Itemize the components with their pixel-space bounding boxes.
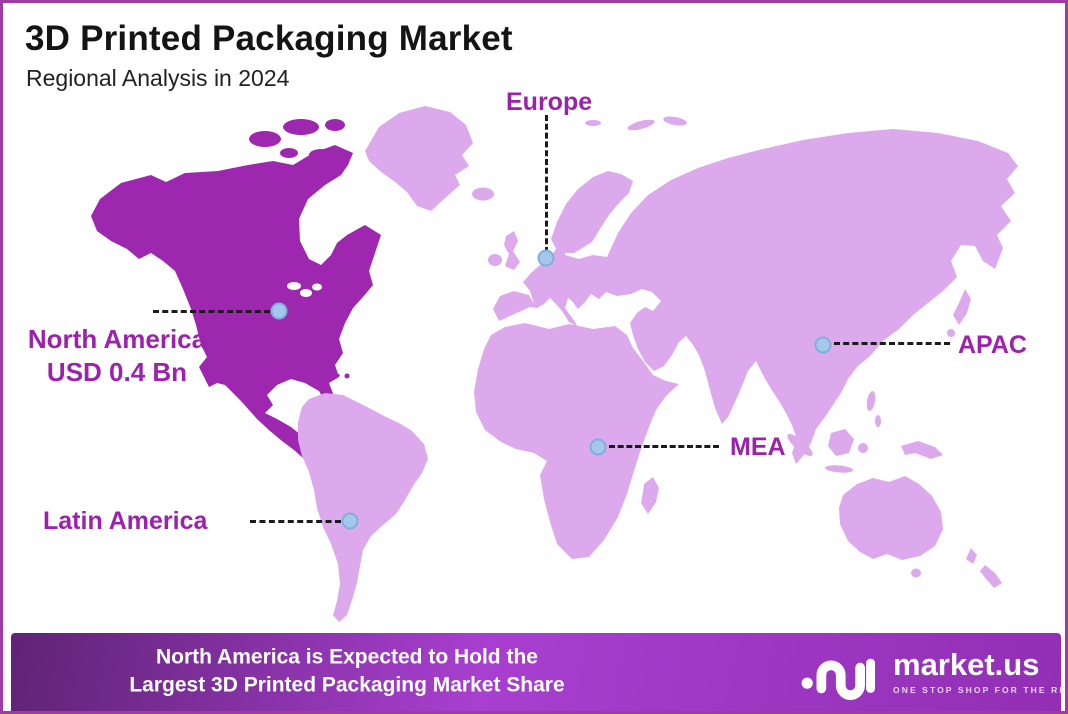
region-new-zealand-shape [966,548,977,564]
world-map [91,106,1018,622]
region-tasmania-shape [911,568,921,578]
connector-mea [609,445,719,448]
region-arctic-island-shape [325,119,345,131]
region-cuba-shape [295,362,321,370]
label-north-america: North America USD 0.4 Bn [17,323,217,388]
label-north-america-value: USD 0.4 Bn [46,356,188,387]
region-greenland-shape [365,106,473,211]
region-arctic-island-shape [663,116,687,126]
region-arctic-island-shape [249,131,281,147]
region-south-america-shape [298,393,428,622]
region-scandinavia-shape [551,171,633,253]
footer-banner: North America is Expected to Hold the La… [11,633,1065,711]
marker-europe-dot [537,249,555,267]
label-north-america-name: North America [27,324,207,354]
region-ireland-shape [488,254,502,266]
region-madagascar-shape [641,477,659,514]
great-lakes-shape [287,282,301,290]
region-caribbean-shape [344,373,350,379]
banner-line1: North America is Expected to Hold the [156,645,538,669]
great-lakes-shape [300,289,312,297]
region-africa-shape [474,323,679,559]
region-japan-shape [947,329,955,337]
banner-statement: North America is Expected to Hold the La… [47,644,647,701]
connector-apac [834,342,950,345]
region-philippines-shape [866,391,876,411]
page-title: 3D Printed Packaging Market [25,19,513,58]
region-iceland-shape [472,187,494,201]
region-arctic-island-shape [309,149,333,161]
logo-brand-name: market.us [893,647,1040,682]
region-japan-shape [953,289,971,325]
marker-north-america-dot [270,302,288,320]
region-arctic-island-shape [283,119,319,135]
banner-line2: Largest 3D Printed Packaging Market Shar… [129,674,565,697]
label-latin-america: Latin America [43,507,208,535]
region-australia-shape [839,476,943,560]
region-sulawesi-shape [858,443,868,453]
region-sumatra-shape [787,434,813,456]
region-caribbean-shape [326,370,340,378]
region-philippines-shape [875,415,881,427]
marker-apac-dot [814,336,832,354]
label-apac: APAC [958,331,1027,359]
logo-tagline: ONE STOP SHOP FOR THE REPORTS [893,685,1068,695]
region-arctic-island-shape [585,120,601,126]
page-subtitle: Regional Analysis in 2024 [26,65,290,91]
region-arctic-island-shape [280,148,298,158]
region-new-guinea-shape [901,441,943,459]
logo-text-block: market.us ONE STOP SHOP FOR THE REPORTS [893,647,1068,695]
label-europe: Europe [506,88,593,116]
connector-latin-america [250,520,341,523]
region-arctic-island-shape [627,119,655,131]
marketus-logo: market.us ONE STOP SHOP FOR THE REPORTS [799,642,1068,702]
region-borneo-shape [828,429,854,456]
region-java-shape [825,465,853,473]
great-lakes-shape [312,283,322,291]
connector-europe [545,115,548,253]
marker-mea-dot [589,438,607,456]
marker-latin-america-dot [341,512,359,530]
connector-north-america [153,310,270,313]
region-uk-shape [504,231,520,270]
region-eurasia-shape [493,129,1018,464]
marketus-logo-icon [801,658,876,700]
region-north-america-shape [91,145,381,459]
label-mea: MEA [730,433,786,461]
region-new-zealand-shape [980,565,1002,588]
